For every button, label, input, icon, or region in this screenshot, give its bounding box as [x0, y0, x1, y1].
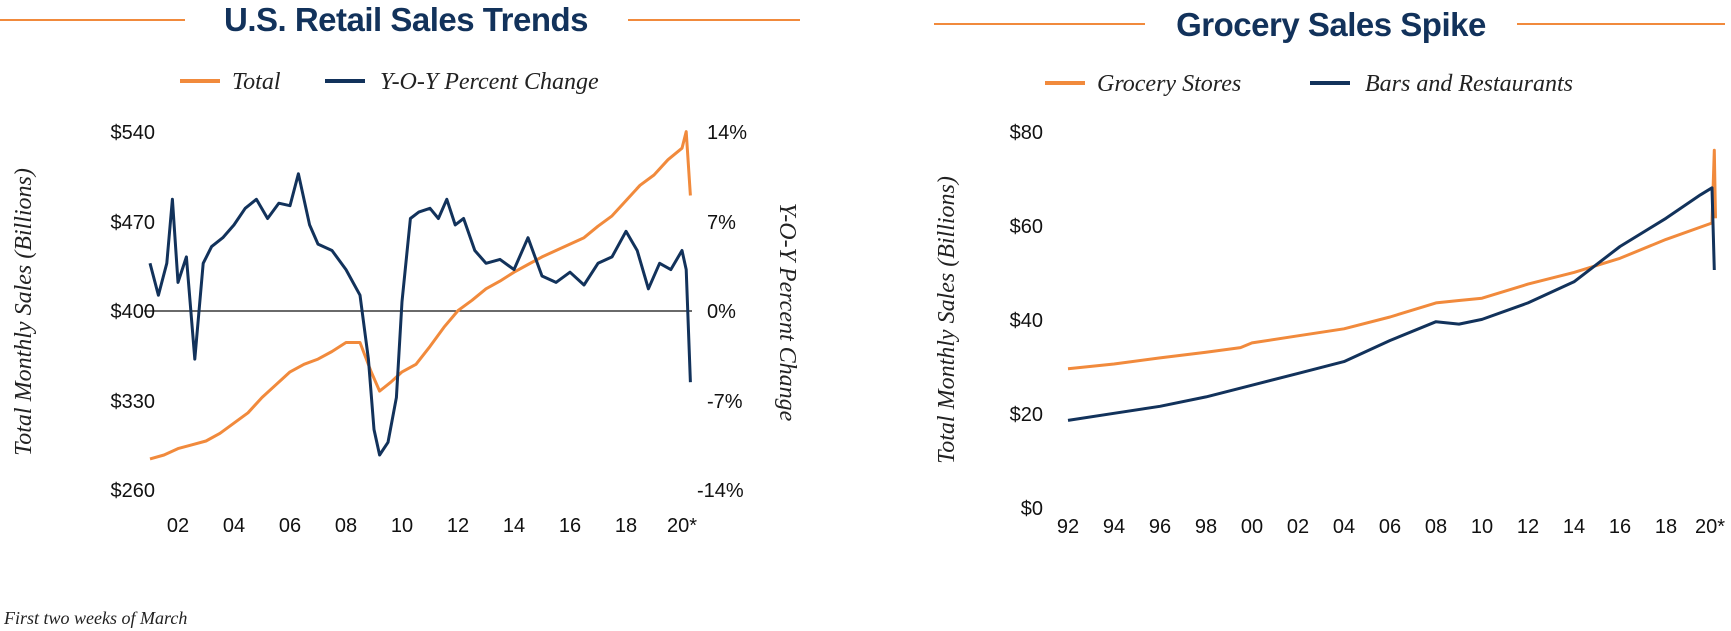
y-tick-label: $40	[1010, 310, 1043, 332]
x-tick-label: 08	[1425, 516, 1447, 538]
series-line-yoy	[148, 172, 692, 457]
retail-chart: U.S. Retail Sales Trends Total Y-O-Y Per…	[0, 1, 800, 537]
legend: Total Y-O-Y Percent Change	[180, 69, 599, 95]
y-axis-left: $540 $470 $400 $330 $260	[111, 122, 156, 502]
y-right-tick-label: 14%	[707, 122, 747, 144]
y-tick-label: $20	[1010, 404, 1043, 426]
x-tick-label: 10	[391, 515, 413, 537]
y-tick-label: $60	[1010, 216, 1043, 238]
x-tick-label: 98	[1195, 516, 1217, 538]
y-tick-label: $400	[111, 301, 156, 323]
x-tick-label: 14	[503, 515, 525, 537]
y-tick-label: $80	[1010, 122, 1043, 144]
legend-label-grocery: Grocery Stores	[1097, 71, 1241, 97]
x-tick-label: 96	[1149, 516, 1171, 538]
y-axis-title-left: Total Monthly Sales (Billions)	[11, 168, 37, 456]
y-tick-label: $540	[111, 122, 156, 144]
x-tick-label: 08	[335, 515, 357, 537]
legend-label-yoy: Y-O-Y Percent Change	[380, 69, 599, 95]
x-tick-label: 20*	[1695, 516, 1725, 538]
y-axis-title: Total Monthly Sales (Billions)	[934, 176, 960, 464]
y-axis-title-right: Y-O-Y Percent Change	[774, 203, 800, 422]
x-tick-label: 16	[559, 515, 581, 537]
footnote: First two weeks of March	[3, 608, 187, 628]
x-tick-label: 12	[1517, 516, 1539, 538]
y-right-tick-label: -7%	[707, 391, 743, 413]
chart-title: U.S. Retail Sales Trends	[224, 1, 588, 38]
y-tick-label: $330	[111, 391, 156, 413]
y-axis-right: 14% 7% 0% -7% -14%	[697, 122, 747, 502]
legend-label-total: Total	[232, 69, 281, 95]
legend: Grocery Stores Bars and Restaurants	[1045, 71, 1573, 97]
y-tick-label: $470	[111, 212, 156, 234]
chart-title: Grocery Sales Spike	[1176, 6, 1486, 43]
x-axis: 92 94 96 98 00 02 04 06 08 10 12 14 16 1…	[1057, 516, 1725, 538]
y-right-tick-label: 7%	[707, 212, 736, 234]
x-tick-label: 92	[1057, 516, 1079, 538]
x-tick-label: 06	[1379, 516, 1401, 538]
y-right-tick-label: -14%	[697, 480, 744, 502]
x-tick-label: 00	[1241, 516, 1263, 538]
series-line-total	[149, 130, 692, 461]
x-tick-label: 04	[1333, 516, 1355, 538]
series-line-restaurants	[1067, 186, 1716, 422]
grocery-chart: Grocery Sales Spike Grocery Stores Bars …	[934, 6, 1725, 538]
x-tick-label: 16	[1609, 516, 1631, 538]
x-tick-label: 02	[167, 515, 189, 537]
x-tick-label: 12	[447, 515, 469, 537]
legend-label-restaurants: Bars and Restaurants	[1365, 71, 1573, 97]
x-tick-label: 02	[1287, 516, 1309, 538]
y-tick-label: $0	[1021, 498, 1043, 520]
x-tick-label: 18	[1655, 516, 1677, 538]
y-right-tick-label: 0%	[707, 301, 736, 323]
x-axis: 02 04 06 08 10 12 14 16 18 20*	[167, 515, 697, 537]
x-tick-label: 10	[1471, 516, 1493, 538]
x-tick-label: 14	[1563, 516, 1585, 538]
y-tick-label: $260	[111, 480, 156, 502]
y-axis: $80 $60 $40 $20 $0	[1010, 122, 1043, 520]
x-tick-label: 06	[279, 515, 301, 537]
x-tick-label: 04	[223, 515, 245, 537]
x-tick-label: 20*	[667, 515, 697, 537]
series-line-grocery	[1067, 148, 1717, 371]
x-tick-label: 18	[615, 515, 637, 537]
x-tick-label: 94	[1103, 516, 1125, 538]
